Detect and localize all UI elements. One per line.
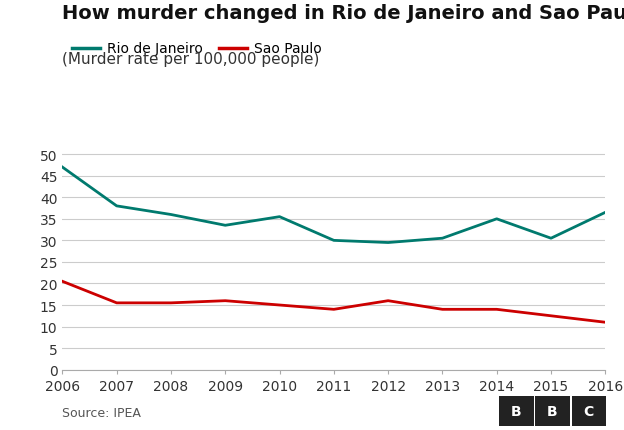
Text: (Murder rate per 100,000 people): (Murder rate per 100,000 people) xyxy=(62,52,319,67)
Text: Source: IPEA: Source: IPEA xyxy=(62,406,141,419)
Legend: Rio de Janeiro, Sao Paulo: Rio de Janeiro, Sao Paulo xyxy=(67,37,328,62)
Text: How murder changed in Rio de Janeiro and Sao Paulo: How murder changed in Rio de Janeiro and… xyxy=(62,4,624,23)
Text: B: B xyxy=(547,404,558,418)
Text: C: C xyxy=(583,404,594,418)
Text: B: B xyxy=(511,404,522,418)
